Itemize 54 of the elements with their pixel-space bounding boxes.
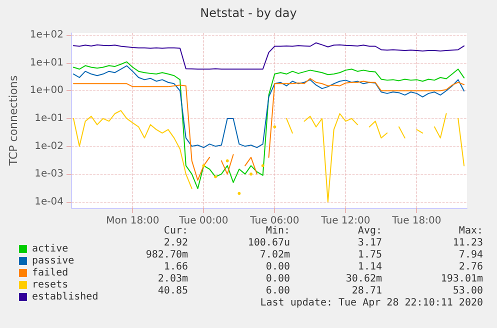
legend-label: established: [32, 292, 98, 302]
legend-label: active: [32, 244, 68, 254]
text: 53.00: [452, 286, 484, 296]
y-axis-title: TCP connections: [7, 75, 20, 167]
point: [250, 172, 253, 176]
point: [273, 125, 276, 128]
text: 100.67u: [248, 238, 290, 248]
text: 1.66: [164, 262, 188, 272]
point: [226, 159, 229, 162]
y-tick-label: 1e+00: [30, 85, 64, 96]
point: [214, 175, 218, 178]
text: Avg:: [358, 226, 382, 236]
line-series: [72, 61, 465, 190]
x-tick-label: Tue 06:00: [249, 216, 300, 226]
legend-label: resets: [32, 280, 68, 290]
x-tick-label: Tue 00:00: [178, 216, 228, 226]
text: 982.70m: [146, 250, 188, 260]
y-tick-label: 1e-03: [34, 168, 64, 180]
text: 7.94: [458, 250, 484, 260]
point: [261, 164, 264, 168]
text: 28.71: [352, 286, 382, 296]
text: 2.76: [458, 262, 484, 272]
legend-label: failed: [32, 268, 68, 278]
text: 0.00: [266, 274, 290, 284]
text: Max:: [458, 226, 484, 236]
x-tick-label: Tue 12:00: [320, 216, 370, 226]
y-tick-label: 1e-02: [34, 140, 64, 152]
text: 3.17: [358, 238, 382, 248]
legend-label: passive: [32, 256, 74, 266]
text: 193.01m: [440, 274, 484, 284]
y-tick-label: 1e+02: [30, 30, 64, 41]
y-tick-label: 1e+01: [30, 57, 64, 68]
text: 0.00: [266, 262, 290, 272]
line-series: [72, 65, 465, 148]
text: 1.75: [358, 250, 382, 260]
text: 30.62m: [346, 274, 382, 284]
text: 1.14: [358, 262, 382, 272]
point: [238, 192, 241, 195]
y-tick-label: 1e-01: [34, 113, 64, 124]
text: 2.03m: [158, 274, 188, 284]
text: 6.00: [266, 286, 290, 296]
x-tick-label: Tue 18:00: [391, 216, 442, 226]
y-tick-label: 1e-04: [34, 196, 64, 208]
text: 11.23: [452, 238, 484, 248]
text: Cur:: [164, 226, 188, 236]
point: [202, 164, 206, 168]
text: 40.85: [158, 286, 188, 296]
text: Min:: [266, 226, 290, 236]
text: Last update: Tue Apr 28 22:10:11 2020: [260, 298, 484, 308]
chart-title: Netstat - by day: [200, 6, 297, 20]
text: 2.92: [164, 238, 188, 248]
x-tick-label: Mon 18:00: [106, 216, 160, 226]
text: 7.02m: [260, 250, 290, 260]
line-series: [72, 42, 465, 70]
